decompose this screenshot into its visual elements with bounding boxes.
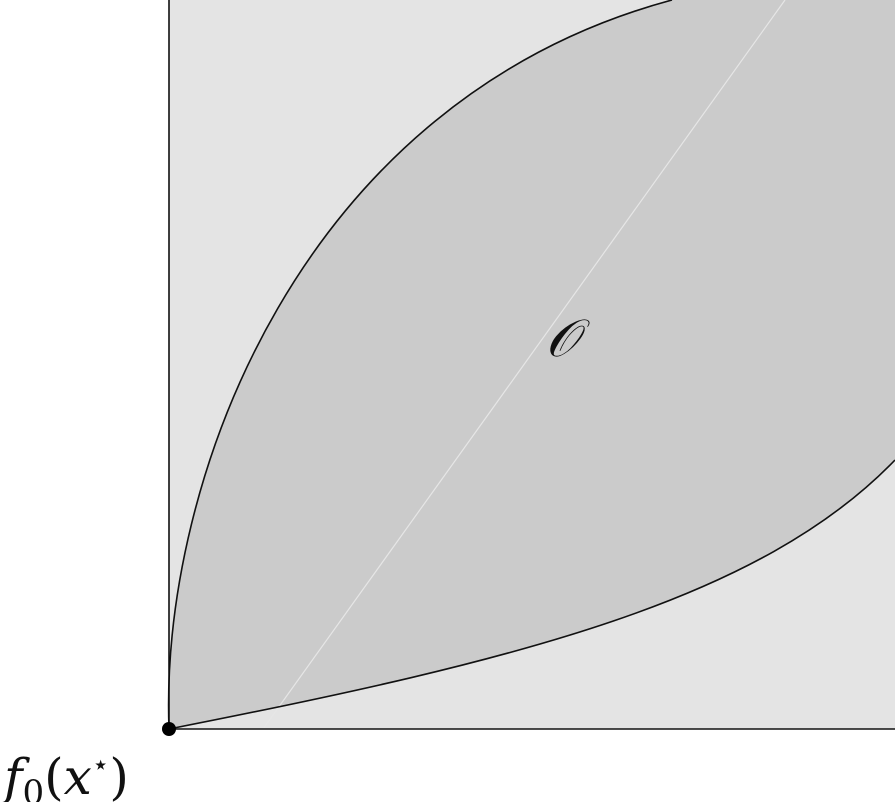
lower-boundary-curve — [168, 459, 895, 730]
origin-label: f0(x⋆) — [0, 748, 129, 802]
origin-label-open-paren: ( — [44, 748, 64, 802]
diagonal-line — [262, 0, 786, 730]
origin-label-close-paren: ) — [109, 748, 129, 802]
origin-point — [162, 722, 176, 736]
upper-boundary-curve — [167, 0, 673, 730]
origin-label-superscript: ⋆ — [92, 748, 110, 781]
origin-label-variable: x — [64, 748, 92, 802]
origin-label-subscript: 0 — [23, 773, 45, 802]
inner-region — [168, 0, 895, 729]
